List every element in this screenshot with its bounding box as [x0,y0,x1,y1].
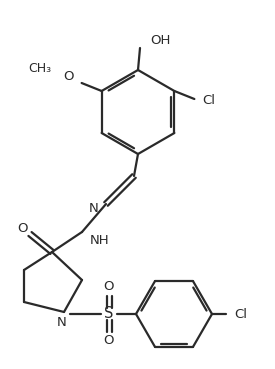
Text: O: O [104,280,114,293]
Text: CH₃: CH₃ [29,62,52,76]
Text: N: N [89,201,99,214]
Text: N: N [57,315,67,328]
Text: S: S [104,307,114,321]
Text: O: O [63,70,74,83]
Text: NH: NH [90,234,110,246]
Text: Cl: Cl [202,94,215,107]
Text: Cl: Cl [234,307,247,321]
Text: O: O [17,221,27,235]
Text: O: O [104,335,114,348]
Text: OH: OH [150,34,170,46]
